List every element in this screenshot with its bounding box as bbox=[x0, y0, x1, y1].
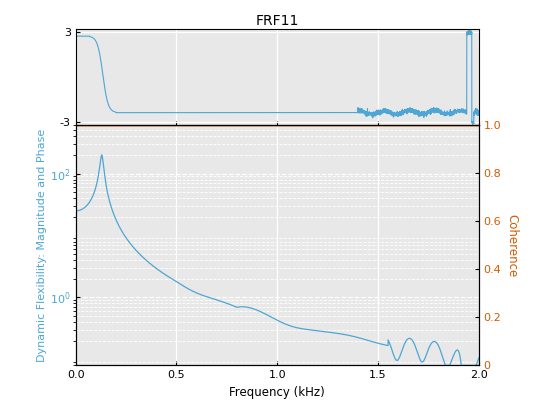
Y-axis label: Coherence: Coherence bbox=[505, 214, 518, 277]
Title: FRF11: FRF11 bbox=[255, 14, 299, 28]
Y-axis label: Dynamic Flexibility: Magnitude and Phase: Dynamic Flexibility: Magnitude and Phase bbox=[38, 129, 48, 362]
X-axis label: Frequency (kHz): Frequency (kHz) bbox=[230, 386, 325, 399]
